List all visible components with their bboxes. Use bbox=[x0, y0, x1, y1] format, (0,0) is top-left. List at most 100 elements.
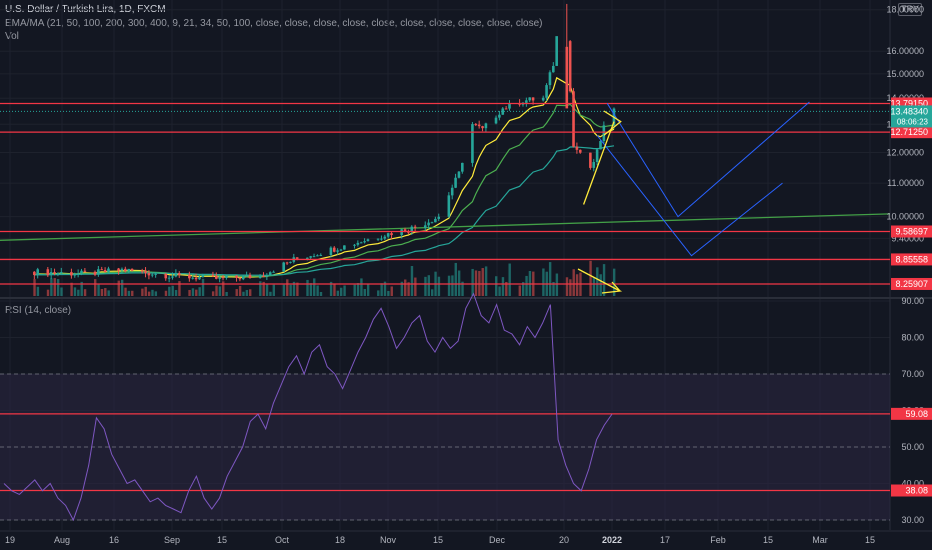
trend-arrow-head bbox=[603, 110, 622, 136]
volume-bar bbox=[265, 283, 269, 296]
volume-bar bbox=[599, 274, 602, 296]
volume-bar bbox=[80, 281, 83, 296]
candle-body bbox=[366, 239, 370, 242]
volume-bar bbox=[336, 290, 340, 296]
volume-bar bbox=[414, 277, 417, 296]
ema-400-line bbox=[0, 213, 891, 241]
candle-body bbox=[454, 177, 457, 188]
price-tick-label: 15.00000 bbox=[886, 69, 924, 79]
price-tick-label: 12.00000 bbox=[886, 147, 924, 157]
candle-body bbox=[130, 268, 134, 271]
candle-body bbox=[49, 272, 53, 276]
volume-bar bbox=[73, 287, 77, 296]
volume-bar bbox=[195, 289, 198, 296]
candle-body bbox=[241, 275, 245, 280]
volume-bar bbox=[451, 275, 454, 296]
volume-bar bbox=[36, 286, 40, 296]
currency-badge[interactable]: TRY bbox=[898, 3, 922, 16]
projection-path-a bbox=[606, 101, 810, 218]
countdown-label: 08:06:23 bbox=[897, 117, 929, 126]
volume-bar bbox=[363, 289, 366, 296]
volume-bar bbox=[178, 281, 181, 296]
candle-body bbox=[508, 103, 511, 109]
volume-bar bbox=[83, 289, 87, 296]
volume-bar bbox=[104, 288, 107, 296]
candle-body bbox=[376, 238, 380, 240]
candle-body bbox=[93, 271, 97, 275]
volume-bar bbox=[481, 268, 484, 296]
candle-body bbox=[525, 100, 528, 103]
volume-indicator-legend[interactable]: Vol bbox=[5, 31, 19, 42]
volume-bar bbox=[127, 290, 131, 296]
time-tick-label: 17 bbox=[660, 535, 670, 545]
volume-bar bbox=[201, 278, 205, 296]
candle-body bbox=[427, 222, 430, 226]
volume-bar bbox=[235, 289, 238, 296]
volume-bar bbox=[296, 282, 299, 296]
rsi-indicator-legend[interactable]: RSI (14, close) bbox=[5, 305, 72, 316]
price-level-tag bbox=[891, 253, 932, 266]
ema-long-line bbox=[34, 145, 615, 276]
candle-body bbox=[386, 233, 390, 237]
volume-bar bbox=[238, 285, 242, 296]
candle-body bbox=[265, 275, 269, 277]
candle-body bbox=[238, 277, 242, 280]
volume-bar bbox=[380, 283, 383, 296]
candle-body bbox=[541, 97, 545, 101]
volume-bar bbox=[50, 278, 53, 296]
price-tick-label: 9.40000 bbox=[891, 233, 924, 243]
candle-body bbox=[477, 124, 481, 127]
ema-indicator-legend[interactable]: EMA/MA (21, 50, 100, 200, 300, 400, 9, 2… bbox=[5, 18, 543, 29]
price-level-tag bbox=[891, 126, 932, 139]
volume-bar bbox=[151, 289, 154, 296]
candle-body bbox=[363, 241, 366, 243]
candle-body bbox=[471, 124, 474, 163]
volume-bar bbox=[70, 282, 73, 296]
volume-bar bbox=[356, 283, 360, 296]
price-level-label: 8.85558 bbox=[895, 254, 928, 264]
volume-bar bbox=[592, 277, 596, 296]
candle-body bbox=[410, 226, 414, 232]
candle-body bbox=[316, 255, 319, 257]
candle-body bbox=[100, 269, 104, 271]
volume-bar bbox=[501, 277, 505, 296]
volume-bar bbox=[589, 260, 592, 296]
volume-bar bbox=[387, 290, 390, 296]
time-tick-label: 16 bbox=[109, 535, 119, 545]
price-level-tag bbox=[891, 277, 932, 290]
volume-bar bbox=[424, 276, 427, 296]
volume-bar bbox=[249, 289, 252, 296]
rsi-level-tag bbox=[891, 484, 932, 497]
volume-bar bbox=[262, 281, 265, 296]
candle-body bbox=[589, 152, 592, 168]
volume-bar bbox=[340, 287, 343, 296]
candle-body bbox=[329, 247, 333, 255]
rsi-line bbox=[3, 292, 613, 522]
volume-bar bbox=[141, 288, 144, 296]
volume-bar bbox=[565, 277, 569, 296]
candle-body bbox=[235, 275, 238, 278]
time-tick-label: 20 bbox=[559, 535, 569, 545]
time-tick-label: 19 bbox=[5, 535, 15, 545]
volume-bar bbox=[124, 287, 127, 296]
candle-body bbox=[248, 275, 252, 279]
volume-bar bbox=[93, 279, 97, 296]
candle-body bbox=[498, 114, 501, 118]
projection-path-b bbox=[596, 134, 783, 257]
last-price-label: 13.48340 bbox=[890, 106, 928, 116]
volume-bar bbox=[555, 273, 559, 296]
volume-bar bbox=[53, 278, 56, 296]
candle-body bbox=[602, 125, 606, 141]
time-tick-label: 2022 bbox=[602, 535, 622, 545]
candle-body bbox=[343, 245, 346, 250]
volume-bar bbox=[100, 288, 104, 296]
time-tick-label: Mar bbox=[812, 535, 828, 545]
candle-body bbox=[437, 216, 441, 219]
candle-body bbox=[245, 275, 248, 277]
candle-body bbox=[319, 254, 323, 256]
price-tick-label: 11.00000 bbox=[887, 178, 924, 188]
volume-bar bbox=[272, 284, 275, 296]
candle-body bbox=[312, 256, 316, 258]
volume-bar bbox=[383, 281, 387, 296]
